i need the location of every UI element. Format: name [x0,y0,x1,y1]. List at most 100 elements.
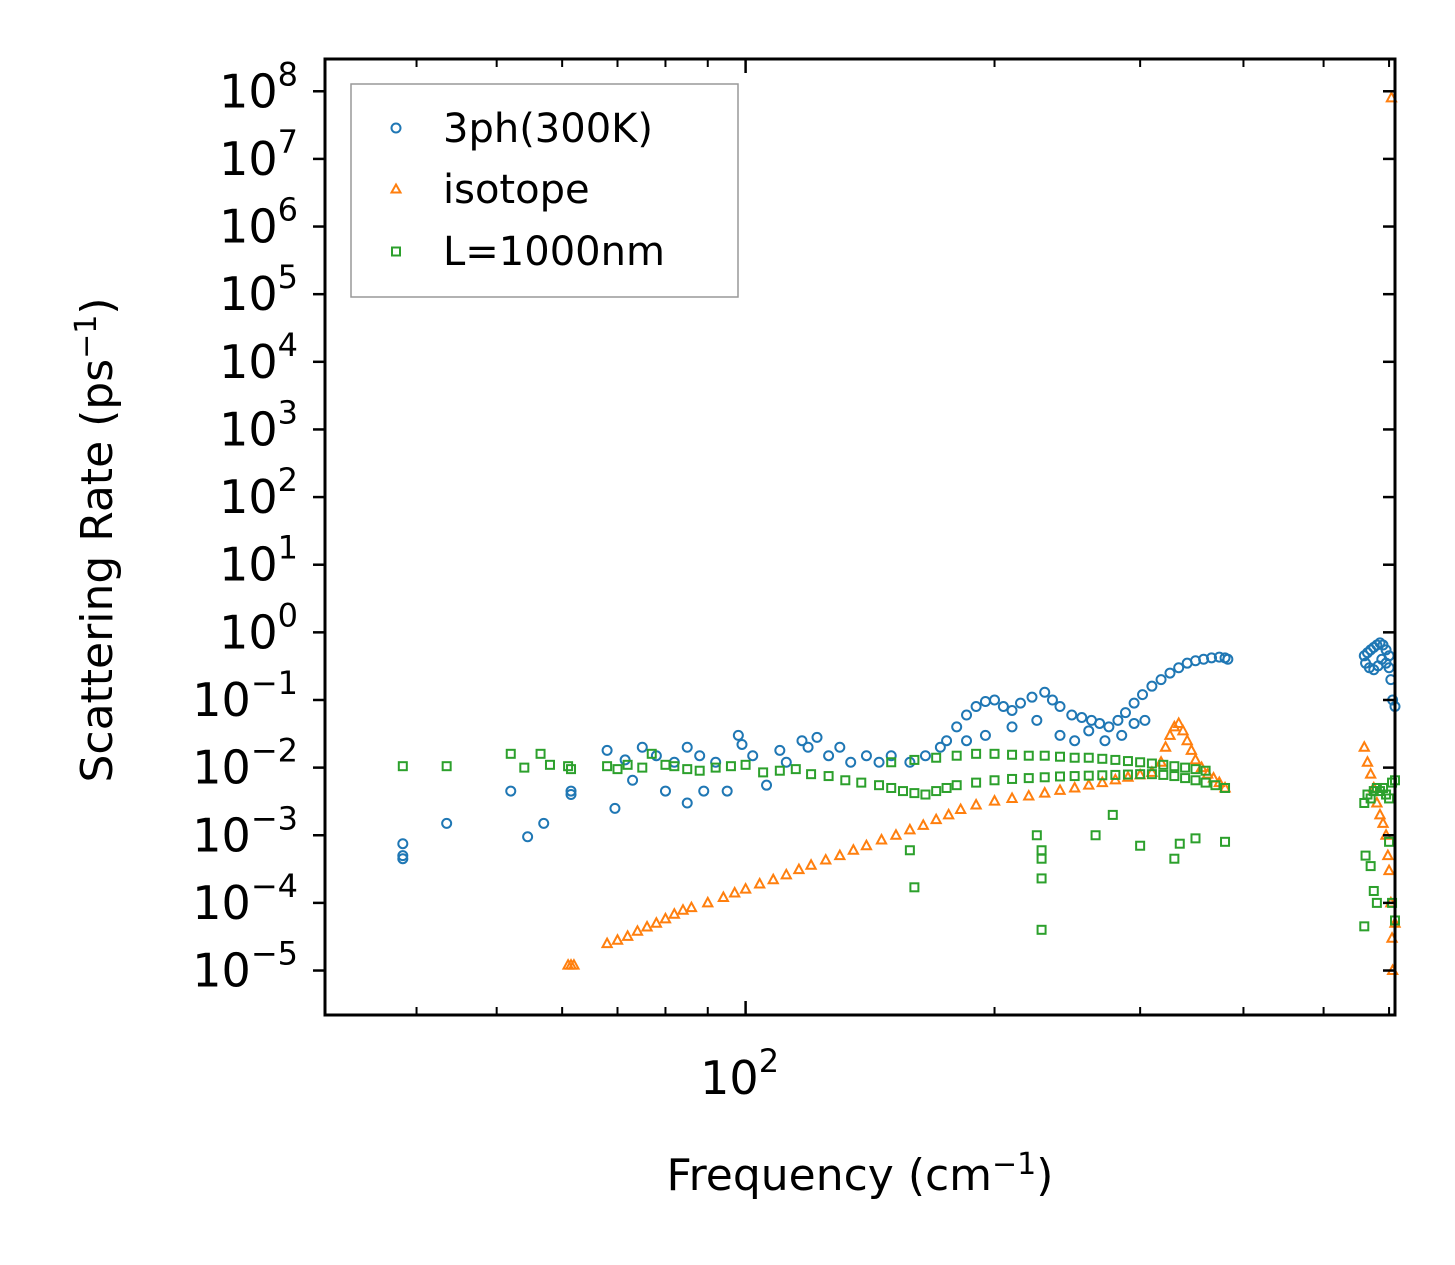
point-isotope [1121,770,1135,782]
point-l-1000nm [951,750,962,761]
point-l-1000nm [1110,754,1121,765]
y-tick-label: 103 [219,393,298,456]
y-tick-label-base: 10 [219,538,278,592]
point-isotope [1053,783,1067,795]
point-isotope [1381,848,1395,861]
point-l-1000nm [535,748,546,759]
point-l-1000nm [1036,873,1047,884]
point-l-1000nm [1384,793,1395,804]
point-l-1000nm [441,761,452,772]
point-isotope [717,890,730,903]
point-isotope [600,936,614,949]
point-l-1000nm [1210,780,1221,791]
point-3ph-300k [823,750,835,762]
point-isotope [954,802,967,815]
point-isotope [567,958,581,970]
y-tick-label-exp: 5 [278,258,298,296]
point-3ph-300k [796,735,808,747]
point-3ph-300k [997,701,1009,713]
point-3ph-300k [627,774,639,786]
point-isotope [659,911,672,924]
point-l-1000nm [519,762,530,773]
point-3ph-300k [1206,652,1218,664]
point-isotope [1082,778,1096,790]
x-axis-title: Frequency (cm−1) [667,1147,1054,1201]
point-3ph-300k [834,741,846,753]
point-l-1000nm [1083,770,1094,781]
y-tick-label-exp: 3 [278,393,298,431]
point-l-1000nm [1220,836,1231,847]
point-l-1000nm [1069,752,1080,763]
x-tick-label: 102 [700,1042,779,1105]
legend-marker-3ph [390,122,402,134]
y-tick-label-exp: −2 [251,732,298,770]
point-l-1000nm [1368,885,1379,896]
point-l-1000nm [1384,836,1395,847]
point-3ph-300k [710,756,722,768]
y-tick-label: 108 [219,55,298,118]
point-3ph-300k [1066,709,1078,721]
point-l-1000nm [1135,840,1146,851]
point-isotope [728,885,741,898]
y-tick-label: 104 [219,326,298,389]
point-isotope [916,818,930,830]
point-3ph-300k [721,785,733,797]
y-tick-label: 101 [219,529,298,592]
point-3ph-300k [774,744,786,756]
point-3ph-300k [1119,707,1131,719]
point-isotope [1068,780,1081,793]
y-axis-title-sup: −1 [69,315,104,359]
point-l-1000nm [840,775,851,786]
point-3ph-300k [979,729,991,741]
point-3ph-300k [1099,735,1111,747]
point-3ph-300k [885,750,897,762]
point-3ph-300k [1083,725,1095,737]
x-tick-label-exp: 2 [759,1042,779,1080]
point-3ph-300k [538,817,550,829]
point-3ph-300k [732,729,744,741]
y-tick-label-exp: −4 [251,867,298,905]
legend: 3ph(300K) isotope L=1000nm [350,83,739,298]
y-tick-label-exp: 7 [278,123,298,161]
point-l-1000nm [790,764,801,775]
point-l-1000nm [909,754,920,765]
plot-frame [323,57,1397,1017]
point-isotope [1163,728,1177,740]
point-3ph-300k [609,802,621,814]
point-l-1000nm [1190,833,1201,844]
point-3ph-300k [1006,704,1018,716]
point-3ph-300k [1164,667,1176,679]
point-isotope [1005,791,1019,803]
point-3ph-300k [1054,729,1066,741]
point-l-1000nm [505,748,516,759]
point-3ph-300k [397,853,409,865]
legend-frame [350,83,739,298]
y-tick-label-base: 10 [219,200,278,254]
point-isotope [1373,807,1387,820]
point-isotope [1189,752,1202,765]
y-tick-label-exp: 0 [278,596,298,634]
point-l-1000nm [1097,770,1108,781]
y-tick-label-exp: 4 [278,326,298,364]
point-3ph-300k [1094,717,1106,729]
y-axis-ticks: 10810710610510410310210110010−110−210−31… [192,55,1395,998]
point-isotope [875,832,888,845]
y-tick-label: 102 [219,461,298,524]
point-isotope [668,907,681,919]
point-isotope [1376,816,1390,828]
y-tick-label-exp: −3 [251,799,298,837]
point-l-1000nm [909,882,920,893]
point-isotope [685,900,698,913]
point-isotope [631,924,644,936]
y-tick-label-base: 10 [219,267,278,321]
point-l-1000nm [1220,782,1231,793]
x-axis-ticks: 102 [415,59,1391,1105]
x-axis-title-main: Frequency (cm [667,1150,993,1201]
y-tick-label-exp: 6 [278,191,298,229]
point-isotope [1382,863,1396,876]
point-l-1000nm [1069,771,1080,782]
point-l-1000nm [874,780,885,791]
y-tick-label-exp: −5 [251,935,298,973]
point-3ph-300k [1069,735,1081,747]
point-l-1000nm [774,765,785,776]
